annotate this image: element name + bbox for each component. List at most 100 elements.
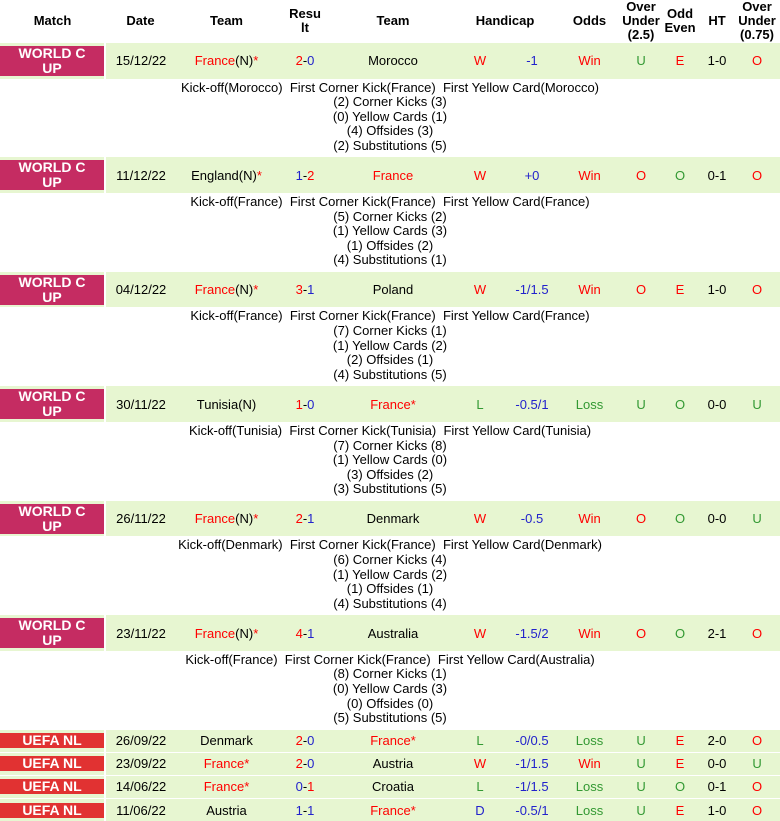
competition-label: UEFA NL	[22, 779, 81, 794]
team-neutral-suffix: (N)	[238, 397, 256, 412]
team-name[interactable]: Poland	[373, 282, 413, 297]
match-detail-row: Kick-off(France) First Corner Kick(Franc…	[0, 307, 780, 385]
team-name[interactable]: France	[195, 626, 235, 641]
over-under-0-75-result: O	[734, 43, 780, 79]
header-result: Result	[277, 0, 333, 43]
header-ht-label: HT	[708, 14, 725, 28]
odds-result: Loss	[557, 729, 622, 752]
header-odds: Odds	[557, 0, 622, 43]
home-team: France*	[176, 775, 277, 798]
competition-label: WORLD CUP	[16, 389, 88, 419]
over-under-2-5-result: O	[622, 500, 660, 536]
home-score: 2	[296, 511, 303, 526]
match-stat-line: (3) Substitutions (5)	[0, 482, 780, 497]
home-team: France*	[176, 752, 277, 775]
match-stat-line: (0) Yellow Cards (1)	[0, 110, 780, 125]
home-team: France(N)*	[176, 271, 277, 307]
wld-result: L	[453, 775, 507, 798]
odd-even-result: O	[660, 500, 700, 536]
header-odd-even: Odd Even	[660, 0, 700, 43]
wld-result: W	[453, 157, 507, 193]
team-neutral-suffix: (N)	[235, 511, 253, 526]
home-team: France(N)*	[176, 500, 277, 536]
match-result: 2-1	[277, 500, 333, 536]
over-under-0-75-result: U	[734, 386, 780, 422]
team-star-marker: *	[253, 53, 258, 68]
match-firsts-line: Kick-off(Tunisia) First Corner Kick(Tuni…	[0, 424, 780, 439]
competition-badge: WORLD CUP	[0, 618, 104, 648]
over-under-2-5-result: U	[622, 43, 660, 79]
team-name[interactable]: France	[195, 53, 235, 68]
header-odds-label: Odds	[573, 14, 606, 28]
handicap-value: -1/1.5	[507, 775, 557, 798]
away-score: 1	[307, 779, 314, 794]
match-detail-row: Kick-off(Morocco) First Corner Kick(Fran…	[0, 79, 780, 157]
header-handicap: Handicap	[453, 0, 557, 43]
match-stat-line: (3) Offsides (2)	[0, 468, 780, 483]
ht-score: 0-0	[700, 386, 734, 422]
competition-badge: WORLD CUP	[0, 160, 104, 190]
competition-cell: WORLD CUP	[0, 615, 105, 651]
team-name[interactable]: Denmark	[200, 733, 253, 748]
team-name[interactable]: Denmark	[367, 511, 420, 526]
match-firsts-line: Kick-off(Denmark) First Corner Kick(Fran…	[0, 538, 780, 553]
match-stat-line: (1) Yellow Cards (2)	[0, 568, 780, 583]
match-stat-line: (4) Substitutions (1)	[0, 253, 780, 268]
away-score: 1	[307, 282, 314, 297]
team-star-marker: *	[411, 733, 416, 748]
team-name[interactable]: France	[370, 397, 410, 412]
competition-badge: WORLD CUP	[0, 275, 104, 305]
match-stat-line: (2) Corner Kicks (3)	[0, 95, 780, 110]
match-stat-line: (7) Corner Kicks (1)	[0, 324, 780, 339]
away-team: Poland	[333, 271, 453, 307]
team-name[interactable]: France	[373, 168, 413, 183]
team-name[interactable]: France	[204, 779, 244, 794]
ht-score: 0-1	[700, 775, 734, 798]
team-name[interactable]: France	[370, 733, 410, 748]
match-result: 0-1	[277, 775, 333, 798]
over-under-0-75-result: O	[734, 775, 780, 798]
over-under-2-5-result: O	[622, 157, 660, 193]
team-name[interactable]: France	[195, 511, 235, 526]
home-score: 4	[296, 626, 303, 641]
home-score: 2	[296, 733, 303, 748]
header-away-team-label: Team	[377, 14, 410, 28]
team-name[interactable]: Tunisia	[197, 397, 238, 412]
team-star-marker: *	[411, 397, 416, 412]
team-name[interactable]: France	[195, 282, 235, 297]
team-name[interactable]: France	[370, 803, 410, 818]
match-stat-line: (2) Substitutions (5)	[0, 139, 780, 154]
match-result: 4-1	[277, 615, 333, 651]
home-team: Austria	[176, 798, 277, 821]
team-name[interactable]: Morocco	[368, 53, 418, 68]
team-name[interactable]: Croatia	[372, 779, 414, 794]
team-name[interactable]: Austria	[373, 756, 413, 771]
team-name[interactable]: England	[191, 168, 239, 183]
team-neutral-suffix: (N)	[235, 626, 253, 641]
ht-score: 1-0	[700, 43, 734, 79]
wld-result: W	[453, 43, 507, 79]
home-score: 1	[296, 168, 303, 183]
home-team: Denmark	[176, 729, 277, 752]
match-firsts-line: Kick-off(France) First Corner Kick(Franc…	[0, 309, 780, 324]
match-detail: Kick-off(Tunisia) First Corner Kick(Tuni…	[0, 422, 780, 500]
match-date: 26/09/22	[105, 729, 176, 752]
team-star-marker: *	[244, 756, 249, 771]
over-under-2-5-result: U	[622, 386, 660, 422]
team-name[interactable]: France	[204, 756, 244, 771]
team-name[interactable]: Austria	[206, 803, 246, 818]
team-name[interactable]: Australia	[368, 626, 419, 641]
odds-result: Loss	[557, 386, 622, 422]
team-neutral-suffix: (N)	[239, 168, 257, 183]
match-result: 3-1	[277, 271, 333, 307]
